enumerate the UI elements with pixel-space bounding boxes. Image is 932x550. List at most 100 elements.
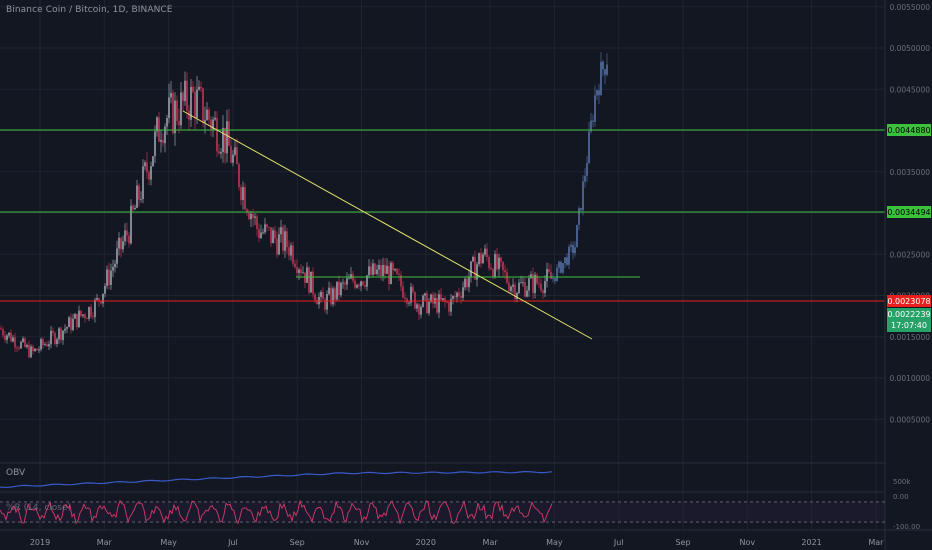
candle-body (284, 231, 286, 251)
candle-body (210, 119, 212, 130)
obv-label: OBV (6, 468, 26, 478)
badge-level-mid: 0.0034494 (887, 206, 931, 218)
projection-body (580, 208, 582, 211)
candle-body (72, 318, 74, 331)
candle-body (364, 285, 366, 287)
candle-body (164, 126, 166, 144)
candle-body (78, 310, 80, 328)
candle-body (472, 256, 474, 262)
time-tick-label: 2020 (416, 538, 436, 547)
candle-body (46, 344, 48, 347)
candle-body (504, 270, 506, 273)
candle-body (334, 288, 336, 300)
candle-body (126, 230, 128, 236)
candle-body (196, 89, 198, 118)
candle-body (428, 302, 430, 314)
time-tick-label: Sep (290, 538, 305, 547)
candle-body (162, 139, 164, 144)
candle-body (40, 339, 42, 350)
candle-body (550, 271, 552, 279)
candle-body (138, 185, 140, 200)
candle-body (292, 245, 294, 264)
candle-body (2, 329, 4, 336)
candle-body (34, 348, 36, 352)
candle-body (102, 293, 104, 304)
candle-body (150, 166, 152, 180)
candle-body (408, 302, 410, 304)
candle-body (4, 335, 6, 340)
candle-body (400, 275, 402, 287)
candle-body (140, 199, 142, 200)
candle-body (130, 205, 132, 244)
wr-line (0, 499, 553, 525)
downtrend-line[interactable] (182, 110, 593, 340)
projection-body (558, 261, 560, 268)
candle-body (246, 209, 248, 213)
projection-body (564, 257, 566, 264)
projection-body (584, 175, 586, 182)
candle-body (86, 318, 88, 320)
candle-body (548, 269, 550, 272)
candle-body (218, 151, 220, 154)
candle-body (308, 267, 310, 293)
candle-body (228, 121, 230, 146)
candle-body (176, 100, 178, 121)
candle-body (388, 265, 390, 285)
candle-body (48, 344, 50, 347)
candle-body (222, 127, 224, 152)
candle-body (356, 284, 358, 288)
candle-body (448, 302, 450, 312)
candle-body (368, 266, 370, 276)
candle-body (264, 224, 266, 233)
candle-body (392, 262, 394, 271)
candle-body (108, 269, 110, 286)
candle-body (206, 109, 208, 121)
badge-level-high: 0.0044880 (887, 124, 931, 136)
candle-body (82, 314, 84, 316)
candle-body (128, 235, 130, 244)
badge-last-price: 0.0022239 17:07:40 (887, 308, 931, 332)
candle-body (324, 299, 326, 310)
candle-body (536, 274, 538, 284)
candle-body (502, 261, 504, 271)
candle-body (36, 348, 38, 351)
candle-body (10, 332, 12, 342)
candle-body (212, 119, 214, 130)
candle-body (460, 296, 462, 298)
projection-body (594, 95, 596, 122)
candle-body (248, 212, 250, 220)
candle-body (242, 187, 244, 200)
price-tick-label: 0.0015000 (889, 333, 930, 342)
candle-body (376, 269, 378, 275)
candle-body (470, 261, 472, 277)
projection-body (578, 208, 580, 225)
candle-body (106, 269, 108, 286)
projection-body (562, 263, 564, 273)
candle-body (8, 332, 10, 336)
candle-body (396, 268, 398, 275)
candle-body (306, 267, 308, 283)
candle-body (444, 298, 446, 302)
candle-body (436, 297, 438, 313)
grid-lines (0, 0, 885, 530)
candle-body (386, 265, 388, 274)
candle-body (290, 245, 292, 256)
candle-body (204, 120, 206, 123)
obv-axis-label: 500k (893, 478, 911, 486)
candle-body (28, 345, 30, 358)
candle-body (410, 286, 412, 303)
badge-level-red: 0.0023078 (887, 295, 931, 307)
candle-body (16, 347, 18, 349)
candle-body (260, 232, 262, 239)
projection-candles (552, 52, 608, 285)
candle-body (354, 280, 356, 288)
candle-body (152, 156, 154, 167)
candle-body (328, 287, 330, 295)
candle-body (510, 286, 512, 291)
candle-body (250, 213, 252, 220)
candle-body (424, 293, 426, 296)
symbol-title[interactable]: Binance Coin / Bitcoin, 1D, BINANCE (6, 5, 173, 15)
candle-body (494, 254, 496, 278)
projection-body (572, 244, 574, 254)
